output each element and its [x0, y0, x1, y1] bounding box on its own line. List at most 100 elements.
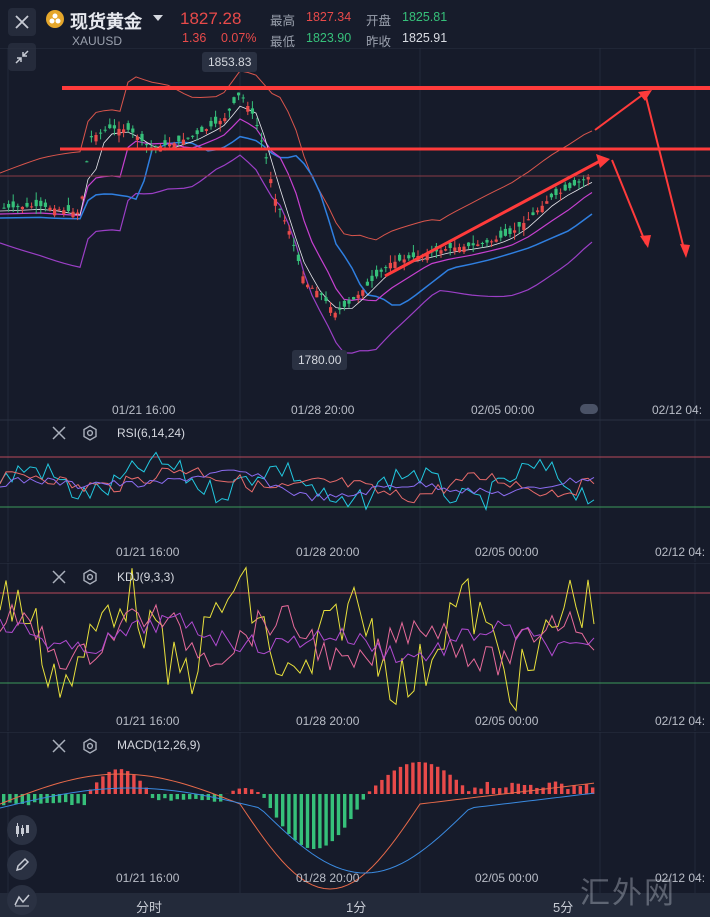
- macd-histogram-bar: [529, 784, 533, 794]
- x-tick-4: 02/12 04:: [655, 714, 706, 728]
- candle-body: [448, 242, 452, 248]
- candle-body: [131, 128, 135, 133]
- timeframe-tab[interactable]: 分时: [136, 900, 163, 915]
- candle-body: [20, 206, 24, 210]
- timeframe-tab[interactable]: 1分: [346, 900, 367, 915]
- macd-histogram-bar: [312, 794, 316, 849]
- candle-body: [485, 239, 489, 243]
- candle-body: [402, 259, 406, 263]
- x-tick-3: 02/05 00:00: [475, 714, 539, 728]
- candle-body: [444, 249, 448, 251]
- macd-histogram-bar: [194, 794, 198, 799]
- rsi-panel[interactable]: [0, 420, 710, 562]
- macd-panel[interactable]: [0, 732, 710, 893]
- close-icon[interactable]: [52, 426, 66, 440]
- candle-body: [89, 136, 93, 138]
- candle-body: [172, 143, 176, 148]
- kdj-panel[interactable]: [0, 563, 710, 731]
- candle-body: [11, 201, 15, 208]
- candle-body: [545, 201, 549, 204]
- macd-histogram-bar: [70, 794, 74, 806]
- candle-body: [531, 212, 535, 215]
- kdj-k-line: [0, 603, 595, 676]
- candle-body: [99, 132, 103, 134]
- macd-histogram-bar: [57, 794, 62, 803]
- macd-histogram-bar: [541, 787, 545, 794]
- candle-body: [352, 297, 356, 300]
- macd-histogram-bar: [442, 770, 446, 794]
- settings-icon[interactable]: [82, 738, 98, 754]
- macd-histogram-bar: [473, 787, 477, 794]
- macd-histogram-bar: [188, 794, 192, 800]
- x-tick-3: 02/05 00:00: [475, 871, 539, 885]
- candle-body: [122, 129, 126, 133]
- candle-body: [572, 179, 576, 186]
- high-label: 最高: [270, 14, 296, 28]
- candle-body: [232, 97, 236, 103]
- candle-body: [388, 262, 392, 269]
- macd-histogram-bar: [361, 794, 365, 800]
- macd-histogram-bar: [591, 787, 595, 794]
- symbol-code: XAUUSD: [72, 34, 123, 48]
- candle-body: [117, 128, 121, 136]
- macd-histogram-bar: [268, 794, 272, 808]
- macd-histogram-bar: [262, 794, 266, 798]
- candle-body: [582, 179, 586, 181]
- macd-histogram-bar: [516, 783, 520, 794]
- candle-body: [513, 230, 517, 233]
- macd-histogram-bar: [51, 794, 55, 804]
- candle-body: [66, 205, 70, 211]
- macd-histogram-bar: [566, 788, 570, 794]
- candle-body: [71, 211, 75, 218]
- candle-body: [549, 193, 553, 198]
- draw-button[interactable]: [7, 850, 37, 880]
- macd-histogram-bar: [293, 794, 297, 841]
- candle-body: [200, 126, 204, 132]
- macd-histogram-bar: [26, 794, 31, 806]
- candle-body: [43, 202, 47, 207]
- candles-icon: [16, 823, 29, 837]
- settings-icon[interactable]: [82, 569, 98, 585]
- macd-histogram-bar: [423, 762, 427, 794]
- candle-body: [577, 181, 581, 183]
- macd-histogram-bar: [485, 781, 489, 794]
- candle-body: [112, 125, 116, 129]
- candle-body: [375, 269, 379, 277]
- candle-body: [457, 247, 461, 253]
- candle-body: [76, 212, 80, 215]
- candle-body: [568, 183, 572, 189]
- timeframe-bar: 分时 1分 5分: [0, 885, 710, 917]
- candle-body: [453, 247, 457, 252]
- kdj-j-line: [0, 566, 595, 712]
- candle-body: [154, 146, 158, 148]
- macd-histogram-bar: [392, 770, 396, 794]
- candle-body: [241, 97, 245, 99]
- candle-body: [526, 219, 530, 221]
- low-label: 最低: [270, 35, 296, 49]
- macd-histogram-bar: [405, 764, 409, 794]
- candles-button[interactable]: [7, 815, 37, 845]
- timeframe-tab[interactable]: 5分: [553, 900, 574, 915]
- main-candlestick-chart[interactable]: [0, 48, 710, 420]
- macd-histogram-bar: [33, 794, 37, 803]
- close-icon[interactable]: [52, 570, 66, 584]
- close-button[interactable]: [8, 8, 36, 36]
- x-tick-1: 01/21 16:00: [116, 545, 180, 559]
- settings-icon[interactable]: [82, 425, 98, 441]
- scroll-handle[interactable]: [580, 404, 598, 414]
- macd-histogram-bar: [14, 794, 18, 804]
- candle-body: [536, 210, 540, 213]
- caret-down-icon[interactable]: [153, 15, 163, 23]
- candle-body: [292, 244, 296, 246]
- indicator-button[interactable]: [7, 885, 37, 915]
- candle-body: [425, 253, 429, 261]
- macd-histogram-bar: [454, 779, 458, 794]
- close-icon[interactable]: [52, 739, 66, 753]
- macd-histogram-bar: [138, 780, 142, 794]
- candle-body: [476, 244, 480, 247]
- candle-body: [140, 133, 144, 141]
- candle-body: [264, 157, 268, 159]
- symbol-name[interactable]: 现货黄金: [70, 12, 142, 32]
- candle-body: [273, 198, 277, 206]
- prev-close-value: 1825.91: [402, 31, 448, 45]
